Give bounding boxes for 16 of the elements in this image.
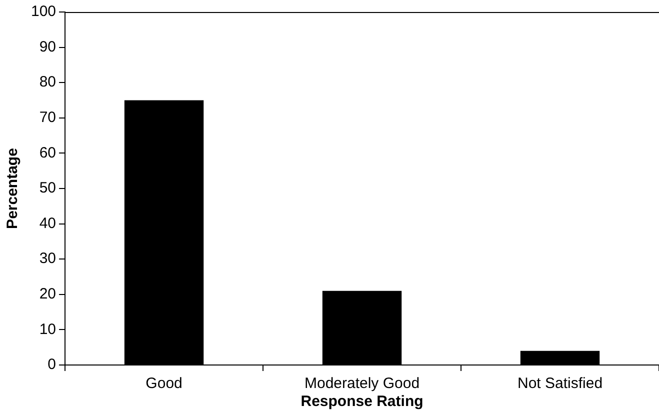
y-tick-label: 80 [39, 74, 56, 91]
y-tick-label: 30 [39, 250, 56, 268]
y-tick-label: 90 [39, 38, 56, 56]
x-tick-label: Good [146, 375, 182, 392]
y-tick-label: 10 [39, 320, 56, 338]
y-tick-label: 70 [39, 109, 56, 126]
x-tick-label: Not Satisfied [517, 375, 603, 392]
x-axis-title: Response Rating [300, 393, 424, 410]
y-tick-label: 40 [39, 214, 56, 232]
y-tick-label: 0 [48, 356, 56, 374]
y-tick-label: 50 [39, 180, 56, 197]
y-tick-label: 100 [30, 3, 56, 20]
y-axis-title: Percentage [4, 148, 22, 229]
y-tick-label: 60 [39, 144, 56, 162]
x-tick-label: Moderately Good [304, 375, 420, 392]
y-tick-label: 20 [39, 286, 56, 303]
